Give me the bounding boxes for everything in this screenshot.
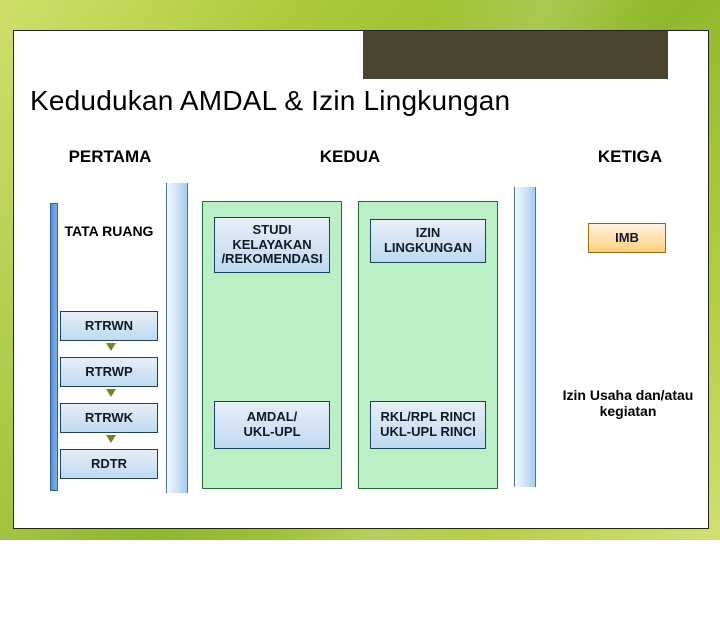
mid-top2-box: IZIN LINGKUNGAN xyxy=(370,219,486,263)
separator-1 xyxy=(166,183,188,493)
column-header-3: KETIGA xyxy=(570,147,690,167)
rail-left xyxy=(50,203,58,491)
right-bottom-label: Izin Usaha dan/atau kegiatan xyxy=(554,387,702,419)
separator-2 xyxy=(514,187,536,487)
content-panel: Kedudukan AMDAL & Izin Lingkungan PERTAM… xyxy=(13,30,709,529)
right-top-box: IMB xyxy=(588,223,666,253)
mid-bottom-box: AMDAL/ UKL-UPL xyxy=(214,401,330,449)
left-item-1: RTRWP xyxy=(60,357,158,387)
left-item-3: RDTR xyxy=(60,449,158,479)
left-item-0: RTRWN xyxy=(60,311,158,341)
column-header-2: KEDUA xyxy=(290,147,410,167)
arrow-down-icon xyxy=(106,343,116,351)
column-header-1: PERTAMA xyxy=(50,147,170,167)
left-item-2: RTRWK xyxy=(60,403,158,433)
arrow-down-icon xyxy=(106,435,116,443)
arrow-down-icon xyxy=(106,389,116,397)
title-badge xyxy=(363,31,668,79)
page-title: Kedudukan AMDAL & Izin Lingkungan xyxy=(30,85,700,117)
left-header: TATA RUANG xyxy=(60,223,158,239)
mid-top-box: STUDI KELAYAKAN /REKOMENDASI xyxy=(214,217,330,273)
mid-bottom2-box: RKL/RPL RINCI UKL-UPL RINCI xyxy=(370,401,486,449)
